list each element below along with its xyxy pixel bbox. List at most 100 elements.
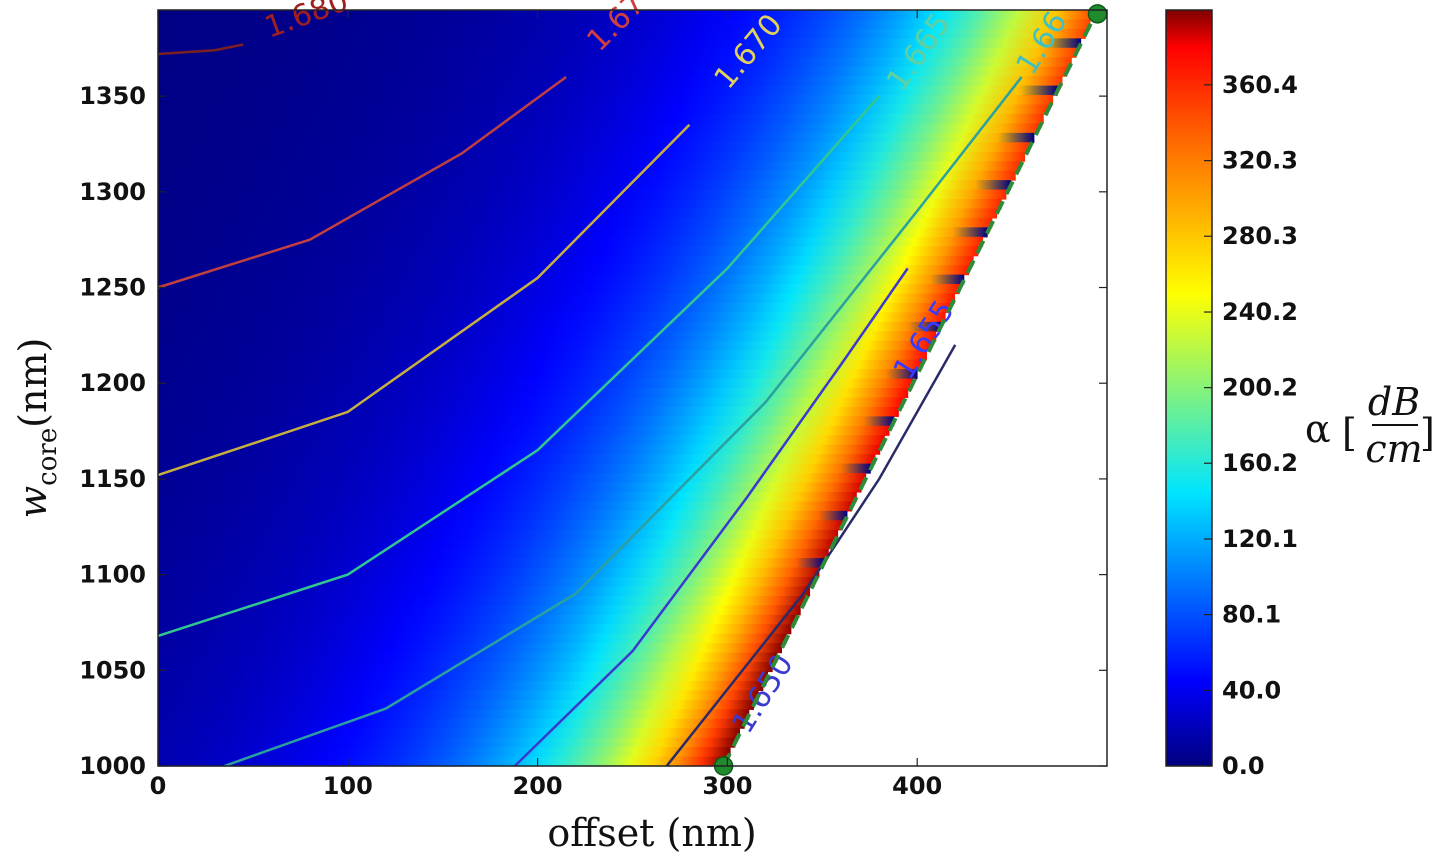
heatmap-band [158,10,1096,21]
colorbar-label-bracket-right: ] [1420,411,1435,455]
heatmap-band [158,662,773,673]
heatmap-band [158,236,983,247]
heatmap-band [158,444,881,455]
y-axis-label: wcore(nm) [11,338,63,519]
svg-text:wcore(nm): wcore(nm) [11,338,63,519]
colorbar-label-bracket-left: [ [1342,411,1357,455]
heatmap-band [158,246,979,257]
heatmap-band [158,217,993,228]
heatmap-band [158,577,815,588]
heatmap-band [158,473,867,484]
x-tick-label: 0 [150,772,167,800]
heatmap-band [158,378,913,389]
x-axis-label: offset (nm) [547,811,756,855]
heatmap-band [158,19,1091,30]
heatmap-band [158,199,1002,210]
heatmap-band [158,482,862,493]
y-tick-label: 1300 [79,178,146,206]
y-tick-label: 1050 [79,656,146,684]
heatmap-band [158,95,1054,106]
colorbar-tick-label: 320.3 [1222,147,1298,175]
colorbar-tick-label: 80.1 [1222,601,1281,629]
y-axis-label-suffix: (nm) [11,338,55,428]
heatmap-band [158,76,1063,87]
heatmap-band [158,38,1082,49]
heatmap-band [158,180,1012,191]
y-tick-label: 1250 [79,274,146,302]
colorbar-tick-label: 360.4 [1222,71,1298,99]
heatmap-band [158,57,1072,68]
y-axis-label-base: w [11,486,55,519]
heatmap-band [158,227,988,238]
heatmap-band [158,728,740,739]
heatmap-band [158,425,890,436]
contour-line-1.650 [665,344,957,767]
heatmap-band [158,340,932,351]
colorbar-tick-label: 0.0 [1222,752,1265,780]
y-tick-label: 1350 [79,82,146,110]
heatmap-band [158,161,1021,172]
heatmap-band [158,85,1058,96]
heatmap-band [158,331,937,342]
heatmap-band [158,284,960,295]
heatmap-band [158,113,1044,124]
heatmap-band [158,671,769,682]
colorbar-tick-label: 240.2 [1222,298,1298,326]
colorbar-tick-label: 200.2 [1222,374,1298,402]
contour-line-1.680 [157,43,244,56]
heatmap-band [158,680,764,691]
x-tick-label: 400 [892,772,942,800]
heatmap-band [158,28,1086,39]
heatmap-band [158,406,899,417]
heatmap-band [158,123,1040,134]
heatmap-band [158,312,946,323]
contour-line-1.675 [157,75,567,289]
y-axis-label-subscript: core [33,428,63,486]
colorbar-label-denominator: cm [1365,427,1422,471]
heatmap-band [158,586,811,597]
colorbar-label: α [ dB cm ] [1305,380,1435,471]
heatmap-band [158,66,1068,77]
heatmap-band [158,454,876,465]
heatmap-band [158,388,909,399]
y-tick-label: 1150 [79,465,146,493]
heatmap-band [158,350,927,361]
x-tick-label: 200 [513,772,563,800]
x-tick-label: 100 [323,772,373,800]
heatmap-band [158,510,848,521]
heatmap-band [158,463,871,474]
heatmap-band [158,302,951,313]
colorbar-tick-label: 40.0 [1222,676,1281,704]
heatmap-band [158,595,806,606]
heatmap-band [158,567,820,578]
heatmap-band [158,605,801,616]
y-tick-label: 1200 [79,369,146,397]
colorbar-tick-label: 160.2 [1222,449,1298,477]
heatmap-band [158,737,736,748]
colorbar-tick-label: 120.1 [1222,525,1298,553]
contour-line-1.660 [223,76,1023,768]
heatmap-band [158,359,923,370]
heatmap-band [158,548,829,559]
cutoff-marker-end [1087,4,1108,24]
heatmap-band [158,265,969,276]
cutoff-line [721,9,1100,767]
heatmap-band [158,558,825,569]
heatmap-band [158,435,885,446]
heatmap-band [158,397,904,408]
heatmap-band [158,747,731,758]
heatmap-band [158,170,1016,181]
heatmap-band [158,624,792,635]
heatmap-band [158,274,965,285]
contour-line-1.665 [157,95,881,638]
heatmap-band [158,633,787,644]
heatmap-band [158,539,834,550]
heatmap-band [158,293,955,304]
heatmap-band [158,142,1030,153]
colorbar-label-numerator: dB [1368,380,1420,424]
colorbar-tick-label: 280.3 [1222,222,1298,250]
heatmap-band [158,614,797,625]
heatmap-band [158,756,726,767]
